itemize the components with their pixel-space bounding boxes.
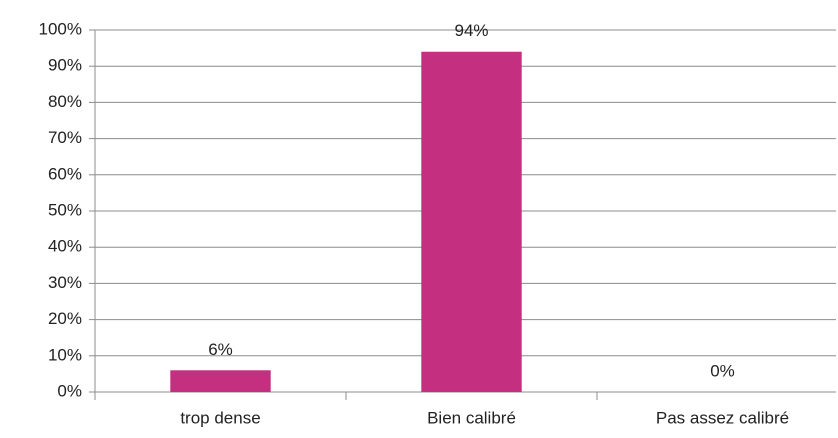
y-tick-label: 20% bbox=[48, 309, 82, 328]
y-tick-label: 80% bbox=[48, 92, 82, 111]
y-tick-label: 50% bbox=[48, 200, 82, 219]
y-tick-label: 90% bbox=[48, 56, 82, 75]
y-tick-label: 10% bbox=[48, 345, 82, 364]
x-tick-label: Pas assez calibré bbox=[656, 408, 789, 427]
bar bbox=[421, 51, 522, 392]
data-label: 0% bbox=[710, 361, 735, 380]
y-tick-label: 70% bbox=[48, 128, 82, 147]
y-tick-label: 40% bbox=[48, 237, 82, 256]
y-tick-label: 60% bbox=[48, 164, 82, 183]
x-tick-label: trop dense bbox=[180, 408, 260, 427]
data-label: 6% bbox=[208, 340, 233, 359]
y-tick-label: 30% bbox=[48, 273, 82, 292]
x-tick-label: Bien calibré bbox=[427, 408, 516, 427]
data-label: 94% bbox=[454, 21, 488, 40]
bar bbox=[170, 370, 271, 392]
y-tick-label: 100% bbox=[39, 19, 82, 38]
y-tick-label: 0% bbox=[57, 381, 82, 400]
